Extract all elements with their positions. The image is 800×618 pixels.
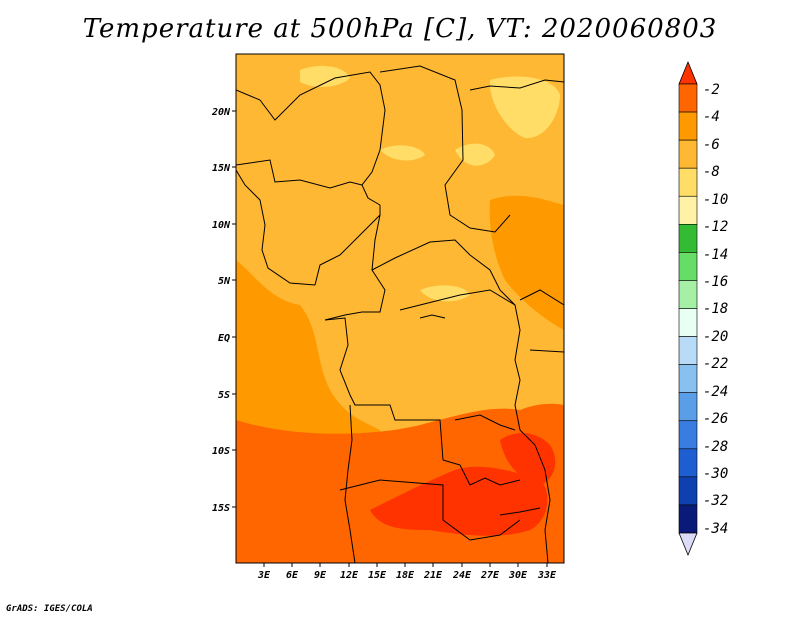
axis-ticks — [232, 110, 548, 567]
field-region-hottest-southeast — [500, 433, 556, 485]
latitude-axis: 20N 15N 10N 5N EQ 5S 10S 15S — [211, 107, 231, 514]
field-region-cool-sudan — [455, 143, 495, 166]
border-line — [499, 507, 541, 516]
lon-tick-label: 9E — [314, 570, 327, 581]
colorbar-label: -32 — [703, 493, 728, 509]
lon-tick-label: 33E — [537, 570, 557, 581]
colorbar-top-arrow — [678, 60, 698, 85]
colorbar-segments — [678, 83, 698, 534]
border-line — [339, 479, 521, 541]
lat-tick-label: EQ — [218, 333, 230, 344]
border-line — [529, 349, 564, 353]
colorbar-segment — [678, 139, 698, 169]
colorbar-segment — [678, 420, 698, 450]
border-line — [399, 289, 521, 361]
border-line — [324, 214, 386, 321]
colorbar-labels: -2 -4 -6 -8 -10 -12 -14 -16 -18 -20 -22 … — [703, 82, 728, 537]
colorbar-label: -10 — [703, 192, 728, 208]
colorbar-label: -30 — [703, 466, 728, 482]
border-line — [442, 459, 521, 486]
grads-credit: GrADS: IGES/COLA — [6, 604, 93, 614]
field-region-cool-center — [420, 285, 470, 302]
colorbar-segment — [678, 504, 698, 534]
border-line — [324, 317, 444, 461]
colorbar-segment — [678, 111, 698, 141]
field-region-east-warm — [489, 195, 564, 330]
border-line — [371, 239, 516, 306]
colorbar-label: -28 — [703, 439, 728, 455]
colorbar-segment — [678, 83, 698, 113]
colorbar-segment — [678, 392, 698, 422]
colorbar-label: -18 — [703, 301, 728, 317]
colorbar-label: -26 — [703, 411, 728, 427]
colorbar-segment — [678, 280, 698, 309]
border-line — [519, 289, 564, 306]
border-line — [419, 314, 446, 319]
lon-tick-label: 27E — [480, 570, 500, 581]
lon-tick-label: 24E — [452, 570, 472, 581]
colorbar-segment — [678, 167, 698, 197]
colorbar-segment — [678, 364, 698, 393]
colorbar-segment — [678, 224, 698, 253]
colorbar-segment — [678, 476, 698, 506]
lon-tick-label: 12E — [340, 570, 359, 581]
temperature-field — [236, 54, 564, 563]
colorbar-label: -12 — [703, 219, 728, 235]
lat-tick-label: 20N — [211, 107, 231, 118]
lat-tick-label: 5S — [218, 390, 230, 401]
longitude-axis: 3E 6E 9E 12E 15E 18E 21E 24E 27E 30E 33E — [257, 570, 557, 581]
colorbar-label: -6 — [703, 137, 720, 153]
border-line — [344, 404, 356, 563]
colorbar: -2 -4 -6 -8 -10 -12 -14 -16 -18 -20 -22 … — [678, 60, 728, 557]
lat-tick-label: 15N — [212, 163, 231, 174]
colorbar-segment — [678, 195, 698, 225]
colorbar-label: -2 — [703, 82, 720, 98]
border-line — [379, 65, 511, 233]
colorbar-segment — [678, 336, 698, 365]
colorbar-label: -22 — [703, 356, 728, 372]
country-borders — [236, 65, 564, 563]
colorbar-label: -34 — [703, 521, 728, 537]
field-region-cool-north — [300, 65, 350, 87]
colorbar-bottom-arrow — [678, 532, 698, 557]
border-line — [514, 359, 551, 563]
chart-title: Temperature at 500hPa [C], VT: 202006080… — [82, 14, 718, 44]
border-line — [469, 79, 564, 91]
colorbar-label: -20 — [703, 329, 728, 345]
lat-tick-label: 15S — [212, 503, 230, 514]
colorbar-label: -8 — [703, 164, 720, 180]
lon-tick-label: 6E — [286, 570, 299, 581]
colorbar-label: -16 — [703, 274, 728, 290]
lat-tick-label: 5N — [218, 276, 231, 287]
map-frame — [235, 53, 565, 564]
lat-tick-label: 10S — [212, 446, 230, 457]
lon-tick-label: 3E — [257, 570, 271, 581]
colorbar-segment — [678, 308, 698, 337]
lon-tick-label: 21E — [423, 570, 443, 581]
colorbar-label: -4 — [703, 109, 720, 125]
colorbar-segment — [678, 448, 698, 478]
field-region-cool-chad — [380, 145, 425, 161]
field-region-cool-northeast — [489, 76, 560, 139]
border-line — [454, 414, 516, 431]
colorbar-label: -14 — [703, 247, 728, 263]
lat-tick-label: 10N — [212, 220, 231, 231]
border-line — [236, 159, 363, 189]
lon-tick-label: 15E — [368, 570, 387, 581]
colorbar-segment — [678, 252, 698, 281]
colorbar-label: -24 — [703, 384, 728, 400]
border-line — [236, 169, 316, 286]
lon-tick-label: 18E — [396, 570, 415, 581]
lon-tick-label: 30E — [508, 570, 528, 581]
